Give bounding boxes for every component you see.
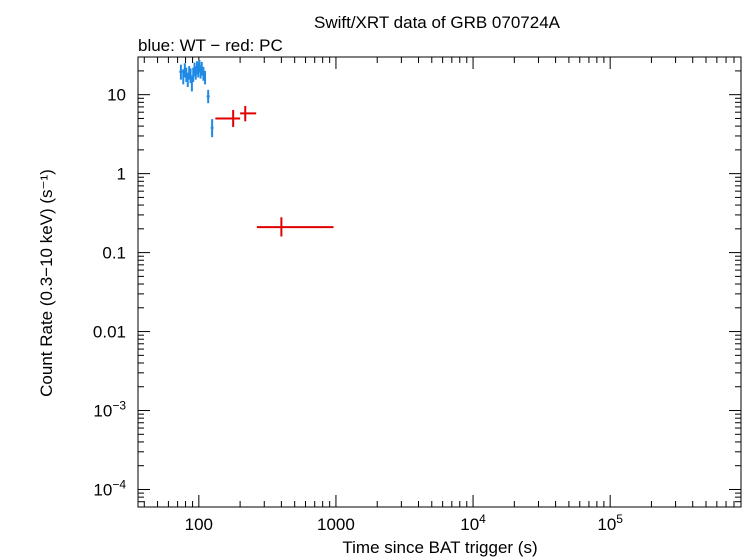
y-axis-label: Count Rate (0.3−10 keV) (s⁻¹) (37, 169, 56, 397)
chart-title: Swift/XRT data of GRB 070724A (314, 13, 561, 32)
data-point (190, 75, 193, 92)
y-tick-labels: 10 1 0.1 0.01 10−3 10−4 (93, 86, 126, 500)
y-tick-label: 0.01 (93, 323, 126, 342)
data-point (240, 105, 257, 122)
x-tick-label: 105 (597, 512, 623, 534)
data-point (256, 217, 334, 237)
y-tick-label: 10 (107, 86, 126, 105)
x-tick-labels: 100 1000 104 105 (185, 512, 624, 534)
y-tick-label: 1 (117, 165, 126, 184)
y-tick-label: 10−4 (93, 477, 126, 499)
chart-subtitle: blue: WT − red: PC (138, 36, 283, 55)
data-point (204, 70, 207, 85)
data-point (215, 109, 241, 127)
data-point (200, 61, 203, 76)
data-point (210, 119, 214, 138)
y-tick-label: 10−3 (93, 399, 126, 421)
plot-frame (137, 56, 742, 508)
x-axis-label: Time since BAT trigger (s) (342, 538, 537, 557)
y-tick-label: 0.1 (102, 244, 126, 263)
data-point (206, 89, 210, 104)
series-0 (179, 59, 214, 138)
data-point (179, 64, 183, 80)
x-tick-label: 1000 (317, 515, 355, 534)
data-series (179, 59, 334, 237)
data-point (182, 69, 185, 85)
x-tick-label: 104 (460, 512, 486, 534)
x-tick-label: 100 (185, 515, 213, 534)
y-ticks (138, 56, 741, 508)
series-1 (215, 105, 334, 237)
